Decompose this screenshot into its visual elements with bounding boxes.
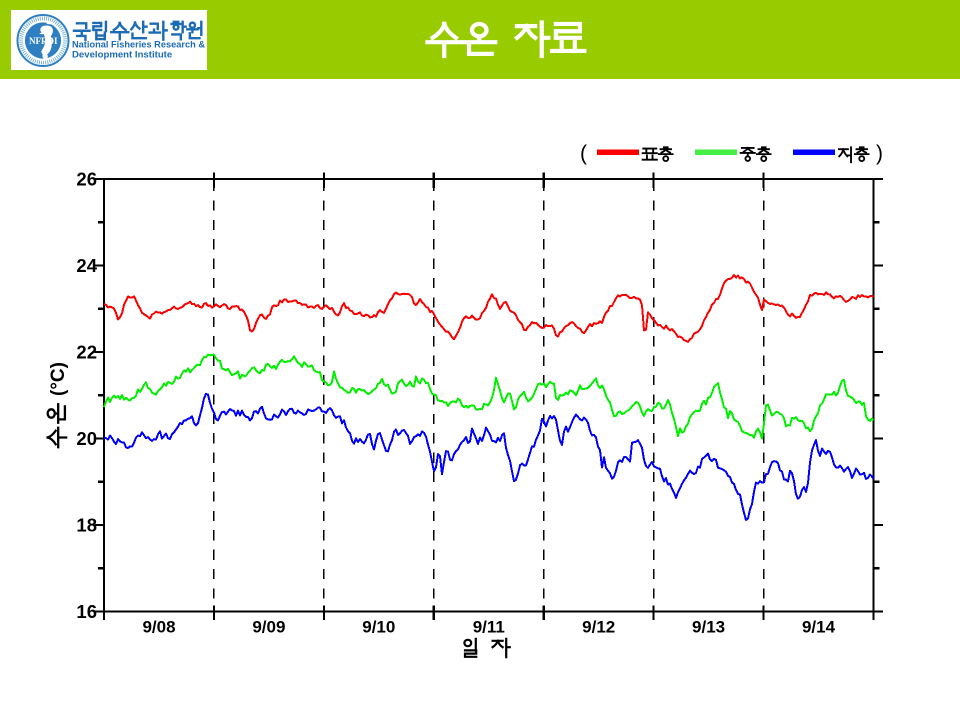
svg-text:9/09: 9/09 <box>252 618 285 637</box>
svg-text:9/08: 9/08 <box>142 618 175 637</box>
svg-text:9/14: 9/14 <box>802 618 836 637</box>
svg-text:(: ( <box>580 142 587 165</box>
svg-text:24: 24 <box>76 255 97 276</box>
svg-text:9/10: 9/10 <box>362 618 395 637</box>
svg-text:9/13: 9/13 <box>692 618 725 637</box>
svg-text:(°C): (°C) <box>48 362 69 396</box>
svg-text:): ) <box>876 142 883 165</box>
svg-text:National Fisheries Research &: National Fisheries Research & <box>72 40 205 51</box>
svg-text:9/11: 9/11 <box>473 618 505 637</box>
svg-text:18: 18 <box>76 515 97 536</box>
svg-text:16: 16 <box>76 601 97 622</box>
svg-text:20: 20 <box>76 428 97 449</box>
svg-text:22: 22 <box>76 342 97 363</box>
svg-text:NFRDI: NFRDI <box>29 36 58 46</box>
svg-text:26: 26 <box>76 169 97 190</box>
svg-text:9/12: 9/12 <box>582 618 615 637</box>
svg-text:Development Institute: Development Institute <box>72 50 172 61</box>
